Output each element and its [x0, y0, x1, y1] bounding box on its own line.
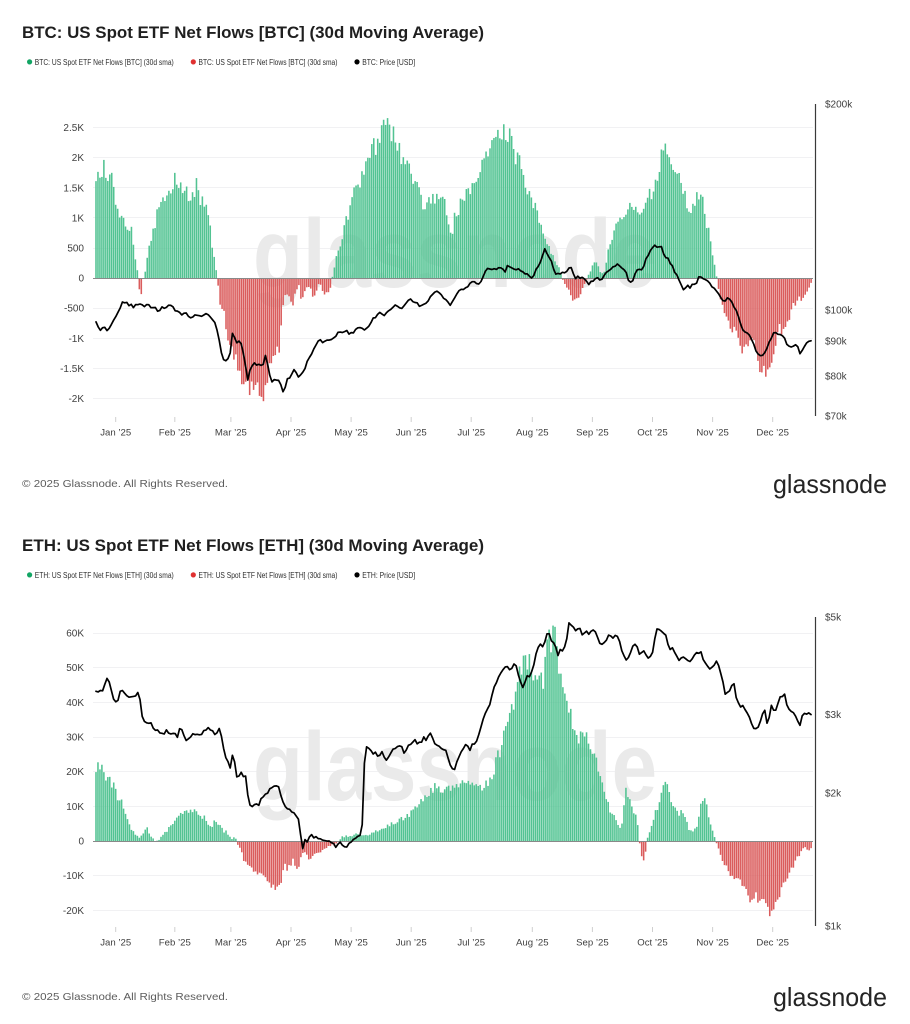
svg-text:Jun ’25: Jun ’25: [396, 938, 427, 949]
svg-text:$200k: $200k: [825, 100, 853, 111]
svg-text:Dec ’25: Dec ’25: [756, 428, 789, 439]
svg-text:Jan ’25: Jan ’25: [100, 428, 131, 439]
svg-text:Feb ’25: Feb ’25: [159, 428, 191, 439]
svg-text:$3k: $3k: [825, 710, 842, 721]
svg-text:Mar ’25: Mar ’25: [215, 428, 247, 439]
svg-text:May ’25: May ’25: [334, 938, 368, 949]
svg-text:Dec ’25: Dec ’25: [756, 938, 789, 949]
svg-text:BTC: US Spot ETF Net Flows [BT: BTC: US Spot ETF Net Flows [BTC] (30d sm…: [35, 58, 174, 67]
svg-text:Nov ’25: Nov ’25: [696, 938, 729, 949]
svg-text:May ’25: May ’25: [334, 428, 368, 439]
svg-text:BTC: US Spot ETF Net Flows [BT: BTC: US Spot ETF Net Flows [BTC] (30d Mo…: [22, 23, 484, 42]
svg-text:$2k: $2k: [825, 788, 842, 799]
svg-text:$5k: $5k: [825, 613, 842, 624]
svg-text:Nov ’25: Nov ’25: [696, 428, 729, 439]
svg-text:© 2025 Glassnode. All Rights R: © 2025 Glassnode. All Rights Reserved.: [22, 478, 228, 490]
svg-text:0: 0: [78, 837, 84, 848]
svg-text:1.5K: 1.5K: [63, 183, 84, 194]
svg-text:1K: 1K: [72, 213, 85, 224]
svg-text:ETH: US Spot ETF Net Flows [ET: ETH: US Spot ETF Net Flows [ETH] (30d Mo…: [22, 536, 484, 555]
svg-text:2.5K: 2.5K: [63, 123, 84, 134]
svg-text:ETH: US Spot ETF Net Flows [ET: ETH: US Spot ETF Net Flows [ETH] (30d sm…: [199, 571, 338, 580]
svg-text:© 2025 Glassnode. All Rights R: © 2025 Glassnode. All Rights Reserved.: [22, 991, 228, 1003]
svg-text:$80k: $80k: [825, 372, 848, 383]
svg-text:Apr ’25: Apr ’25: [276, 938, 306, 949]
svg-text:Oct ’25: Oct ’25: [637, 938, 667, 949]
svg-text:$1k: $1k: [825, 922, 842, 933]
svg-text:-20K: -20K: [63, 906, 84, 917]
svg-text:2K: 2K: [72, 153, 85, 164]
svg-text:-10K: -10K: [63, 871, 84, 882]
svg-text:glassnode: glassnode: [773, 982, 887, 1012]
svg-text:glassnode: glassnode: [773, 469, 887, 499]
svg-text:BTC: Price [USD]: BTC: Price [USD]: [362, 58, 415, 67]
svg-text:Jun ’25: Jun ’25: [396, 428, 427, 439]
svg-text:-1K: -1K: [68, 334, 84, 345]
svg-text:50K: 50K: [66, 663, 84, 674]
svg-text:0: 0: [78, 274, 84, 285]
svg-text:Sep ’25: Sep ’25: [576, 938, 609, 949]
svg-text:$100k: $100k: [825, 306, 853, 317]
svg-text:-1.5K: -1.5K: [60, 364, 84, 375]
svg-text:Jul ’25: Jul ’25: [457, 428, 485, 439]
svg-text:BTC: US Spot ETF Net Flows [BT: BTC: US Spot ETF Net Flows [BTC] (30d sm…: [199, 58, 338, 67]
svg-text:Jul ’25: Jul ’25: [457, 938, 485, 949]
svg-text:-500: -500: [64, 304, 84, 315]
svg-text:$90k: $90k: [825, 337, 848, 348]
svg-text:ETH: Price [USD]: ETH: Price [USD]: [362, 571, 415, 580]
svg-text:Jan ’25: Jan ’25: [100, 938, 131, 949]
svg-text:Oct ’25: Oct ’25: [637, 428, 667, 439]
svg-text:60K: 60K: [66, 629, 84, 640]
svg-text:Feb ’25: Feb ’25: [159, 938, 191, 949]
svg-text:Aug ’25: Aug ’25: [516, 428, 549, 439]
svg-text:40K: 40K: [66, 698, 84, 709]
svg-text:20K: 20K: [66, 767, 84, 778]
svg-text:-2K: -2K: [68, 394, 84, 405]
svg-text:Mar ’25: Mar ’25: [215, 938, 247, 949]
svg-text:30K: 30K: [66, 733, 84, 744]
svg-text:500: 500: [67, 244, 84, 255]
svg-text:ETH: US Spot ETF Net Flows [ET: ETH: US Spot ETF Net Flows [ETH] (30d sm…: [35, 571, 174, 580]
svg-text:Sep ’25: Sep ’25: [576, 428, 609, 439]
svg-text:Apr ’25: Apr ’25: [276, 428, 306, 439]
svg-text:10K: 10K: [66, 802, 84, 813]
svg-text:Aug ’25: Aug ’25: [516, 938, 549, 949]
svg-text:$70k: $70k: [825, 412, 848, 423]
